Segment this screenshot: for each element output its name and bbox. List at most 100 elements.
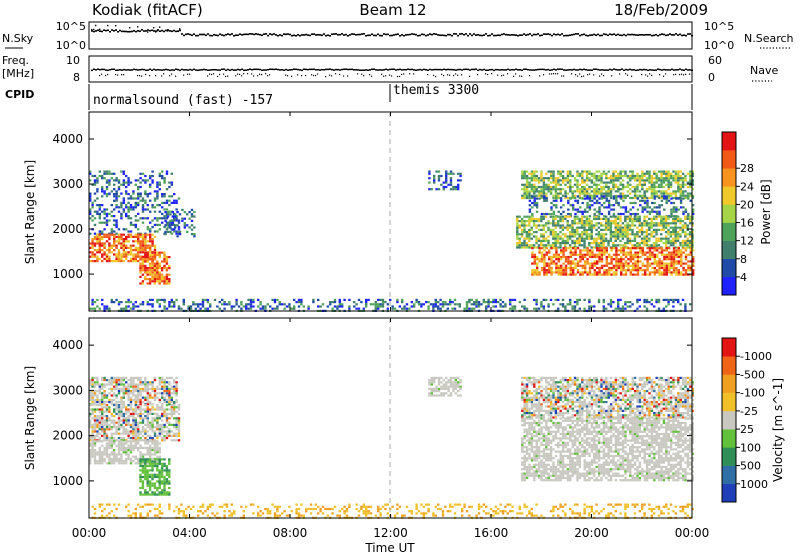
range-gate-cell bbox=[531, 190, 533, 192]
range-gate-cell bbox=[103, 392, 105, 394]
range-gate-cell bbox=[147, 204, 149, 206]
nsky-point bbox=[389, 35, 391, 37]
range-gate-cell bbox=[584, 193, 586, 195]
range-gate-cell bbox=[555, 244, 557, 246]
range-gate-cell bbox=[538, 274, 540, 276]
nave-point bbox=[627, 75, 628, 76]
range-gate-cell bbox=[91, 437, 93, 439]
range-gate-cell bbox=[524, 197, 526, 199]
range-gate-cell bbox=[127, 383, 129, 385]
range-gate-cell bbox=[687, 260, 689, 262]
range-gate-cell bbox=[543, 213, 545, 215]
range-gate-cell bbox=[96, 190, 98, 192]
range-gate-cell bbox=[144, 271, 146, 273]
range-gate-cell bbox=[630, 256, 632, 258]
range-gate-cell bbox=[123, 173, 125, 175]
range-gate-cell bbox=[636, 308, 638, 310]
range-gate-cell bbox=[617, 244, 619, 246]
range-gate-cell bbox=[154, 211, 156, 213]
range-gate-cell bbox=[161, 260, 163, 262]
range-gate-cell bbox=[558, 256, 560, 258]
range-gate-cell bbox=[677, 179, 679, 181]
range-gate-cell bbox=[123, 240, 125, 242]
range-gate-cell bbox=[438, 175, 440, 177]
range-gate-cell bbox=[96, 258, 98, 260]
range-gate-cell bbox=[540, 218, 542, 220]
range-gate-cell bbox=[125, 247, 127, 249]
nave-point bbox=[311, 74, 312, 75]
freq-point bbox=[357, 69, 359, 71]
range-gate-cell bbox=[106, 219, 108, 221]
range-gate-cell bbox=[267, 303, 269, 305]
range-gate-cell bbox=[355, 303, 357, 305]
range-gate-cell bbox=[576, 229, 578, 231]
range-gate-cell bbox=[672, 179, 674, 181]
freq-point bbox=[375, 69, 377, 71]
range-gate-cell bbox=[658, 252, 660, 254]
range-gate-cell bbox=[475, 299, 477, 301]
range-gate-cell bbox=[151, 278, 153, 280]
nave-point bbox=[363, 75, 364, 76]
range-gate-cell bbox=[579, 238, 581, 240]
nsky-point bbox=[561, 33, 563, 35]
nsky-point bbox=[123, 31, 125, 33]
colorbar-segment bbox=[722, 132, 736, 150]
range-gate-cell bbox=[111, 230, 113, 232]
range-gate-cell bbox=[607, 240, 609, 242]
range-gate-cell bbox=[106, 397, 108, 399]
range-gate-cell bbox=[223, 308, 225, 310]
nsky-point bbox=[679, 34, 681, 36]
range-gate-cell bbox=[613, 271, 615, 273]
range-gate-cell bbox=[451, 308, 453, 310]
range-gate-cell bbox=[118, 381, 120, 383]
range-gate-cell bbox=[127, 299, 129, 301]
range-gate-cell bbox=[99, 401, 101, 403]
freq-point bbox=[351, 69, 353, 71]
nsky-trace bbox=[91, 25, 693, 37]
range-gate-cell bbox=[567, 229, 569, 231]
range-gate-cell bbox=[658, 301, 660, 303]
range-gate-cell bbox=[636, 227, 638, 229]
range-gate-cell bbox=[516, 222, 518, 224]
range-gate-cell bbox=[130, 301, 132, 303]
nsky-point bbox=[409, 34, 411, 36]
range-gate-cell bbox=[641, 240, 643, 242]
range-gate-cell bbox=[533, 186, 535, 188]
range-gate-cell bbox=[123, 171, 125, 173]
range-gate-cell bbox=[620, 260, 622, 262]
range-gate-cell bbox=[564, 242, 566, 244]
range-gate-cell bbox=[154, 263, 156, 265]
range-gate-cell bbox=[103, 379, 105, 381]
range-gate-cell bbox=[156, 271, 158, 273]
range-gate-cell bbox=[641, 229, 643, 231]
range-gate-cell bbox=[593, 193, 595, 195]
range-gate-cell bbox=[528, 229, 530, 231]
range-gate-cell bbox=[99, 204, 101, 206]
range-gate-cell bbox=[99, 411, 101, 413]
range-gate-cell bbox=[555, 195, 557, 197]
range-gate-cell bbox=[627, 235, 629, 237]
range-gate-cell bbox=[564, 216, 566, 218]
nsky-point bbox=[641, 34, 643, 36]
freq-point bbox=[597, 69, 599, 71]
range-gate-cell bbox=[619, 216, 621, 218]
range-gate-cell bbox=[653, 184, 655, 186]
range-gate-cell bbox=[445, 179, 447, 181]
range-gate-cell bbox=[641, 186, 643, 188]
nsky-point bbox=[625, 35, 627, 37]
range-gate-cell bbox=[591, 182, 593, 184]
range-gate-cell bbox=[588, 173, 590, 175]
range-gate-cell bbox=[262, 308, 264, 310]
range-gate-cell bbox=[111, 394, 113, 396]
range-gate-cell bbox=[149, 392, 151, 394]
nsky-point bbox=[391, 35, 393, 37]
range-gate-cell bbox=[536, 171, 538, 173]
range-gate-cell bbox=[108, 260, 110, 262]
nsky-point bbox=[501, 34, 503, 36]
nave-point bbox=[265, 73, 266, 74]
range-gate-cell bbox=[653, 242, 655, 244]
range-gate-cell bbox=[250, 303, 252, 305]
range-gate-cell bbox=[684, 303, 686, 305]
freq-point bbox=[431, 69, 433, 71]
range-gate-cell bbox=[596, 171, 598, 173]
